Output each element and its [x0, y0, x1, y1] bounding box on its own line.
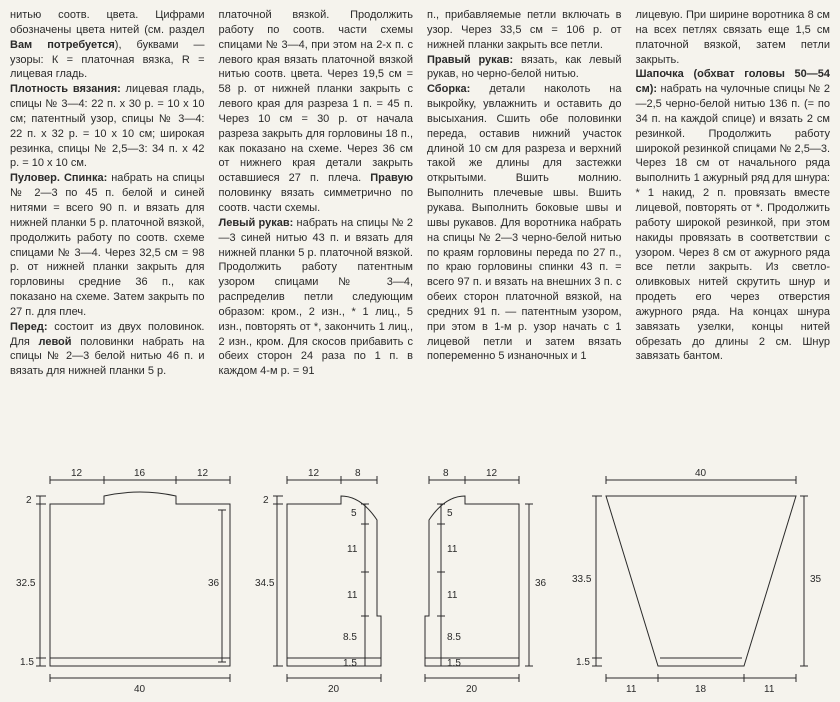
column-2: платочной вязкой. Продолжить работу по с… [219, 8, 414, 448]
svg-text:2: 2 [263, 495, 269, 506]
svg-text:32.5: 32.5 [16, 578, 36, 589]
diagram-front-left: 12 8 2 34.5 5 11 11 8.5 1.5 20 [261, 466, 391, 698]
svg-text:35: 35 [810, 574, 822, 585]
text-columns: нитью соотв. цвета. Цифрами обозначены ц… [10, 8, 830, 448]
svg-text:20: 20 [466, 684, 478, 695]
svg-text:33.5: 33.5 [572, 574, 592, 585]
diagram-front-right: 8 12 5 11 11 8.5 1.5 36 20 [419, 466, 549, 698]
svg-text:12: 12 [486, 468, 498, 479]
svg-text:12: 12 [197, 468, 209, 479]
svg-text:1.5: 1.5 [20, 657, 34, 668]
svg-text:1.5: 1.5 [576, 657, 590, 668]
svg-text:36: 36 [208, 578, 220, 589]
svg-text:12: 12 [71, 468, 83, 479]
svg-text:5: 5 [447, 508, 453, 519]
svg-text:20: 20 [328, 684, 340, 695]
svg-text:11: 11 [447, 590, 458, 601]
svg-text:5: 5 [351, 508, 357, 519]
svg-text:2: 2 [26, 495, 32, 506]
svg-text:11: 11 [764, 684, 775, 695]
svg-text:40: 40 [134, 684, 146, 695]
svg-text:11: 11 [447, 544, 458, 555]
svg-text:12: 12 [308, 468, 320, 479]
svg-text:18: 18 [695, 684, 707, 695]
diagram-sleeve: 40 33.5 1.5 35 11 18 11 [578, 466, 824, 698]
svg-text:36: 36 [535, 578, 547, 589]
svg-text:8: 8 [355, 468, 361, 479]
svg-text:16: 16 [134, 468, 146, 479]
svg-text:11: 11 [626, 684, 637, 695]
svg-text:1.5: 1.5 [447, 658, 461, 669]
column-3: п., прибавляемые петли включать в узор. … [427, 8, 622, 448]
svg-text:11: 11 [347, 590, 358, 601]
diagram-back: 12 16 12 2 32.5 1.5 36 40 [16, 466, 232, 698]
pattern-diagrams: 12 16 12 2 32.5 1.5 36 40 12 8 2 34. [10, 466, 830, 698]
column-1: нитью соотв. цвета. Цифрами обозначены ц… [10, 8, 205, 448]
svg-text:34.5: 34.5 [255, 578, 275, 589]
svg-text:11: 11 [347, 544, 358, 555]
svg-text:8: 8 [443, 468, 449, 479]
svg-text:1.5: 1.5 [343, 658, 357, 669]
svg-text:8.5: 8.5 [343, 632, 357, 643]
column-4: лицевую. При ширине воротника 8 см на вс… [636, 8, 831, 448]
svg-text:8.5: 8.5 [447, 632, 461, 643]
svg-text:40: 40 [695, 468, 707, 479]
